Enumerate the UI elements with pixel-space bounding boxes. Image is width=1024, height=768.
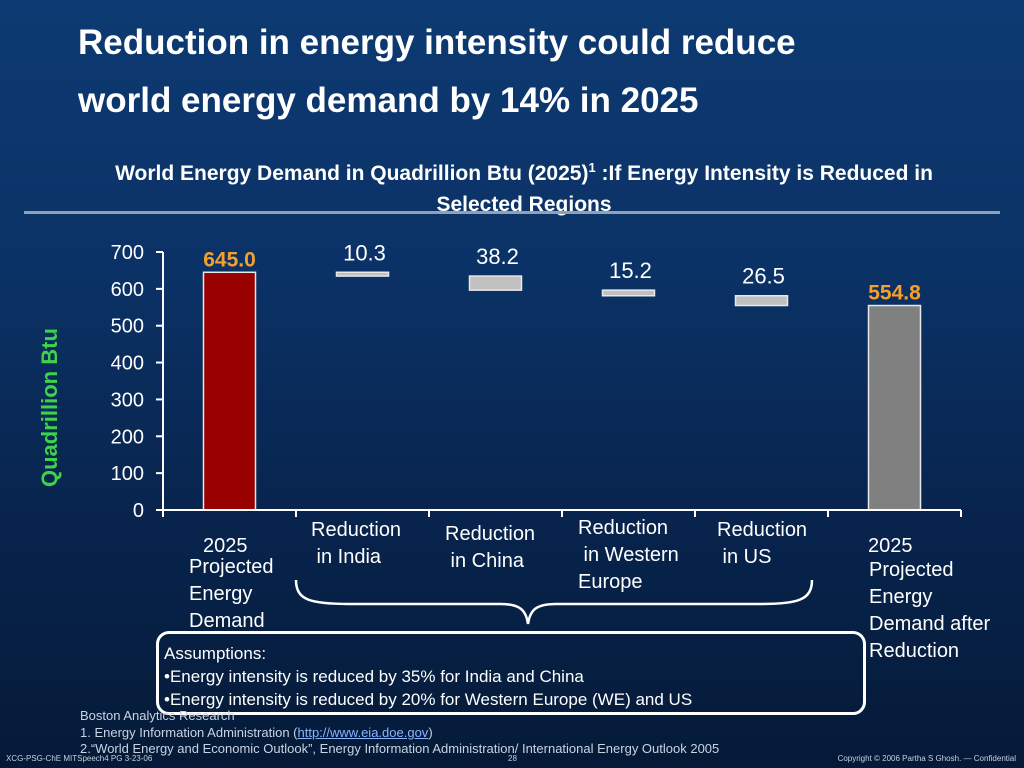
bar-value-label-4: 26.5 — [742, 264, 785, 289]
category-text-line: Reduction — [578, 517, 669, 539]
category-label-2025-demand: 2025 — [203, 533, 248, 560]
footer-page-number: 28 — [508, 754, 517, 763]
footer-copyright: Copyright © 2006 Partha S Ghosh. — Confi… — [837, 754, 1016, 763]
category-text-line: in Western — [578, 544, 679, 566]
bar-1 — [335, 271, 390, 277]
category-label-projected-demand: Projected Energy Demand — [189, 554, 274, 635]
bar-value-label-3: 15.2 — [609, 258, 652, 283]
category-text-line: Projected — [869, 559, 954, 581]
bar-2 — [468, 275, 523, 291]
bar-value-label-1: 10.3 — [343, 240, 386, 265]
subtitle-line-2: Selected Regions — [436, 193, 612, 216]
source-note-2: 2.“World Energy and Economic Outlook”, E… — [80, 741, 720, 756]
category-label-2025-after: 2025 — [868, 533, 913, 560]
bar-3 — [601, 289, 656, 297]
category-text-line: Europe — [578, 571, 643, 593]
category-label-after-reduction: Projected Energy Demand after Reduction — [869, 557, 990, 665]
page-title: Reduction in energy intensity could redu… — [78, 14, 978, 130]
category-text-line: in India — [311, 546, 382, 568]
source-note-1-text: 1. Energy Information Administration ( — [80, 725, 298, 740]
category-text-line: Energy — [869, 586, 933, 608]
y-tick-label: 300 — [111, 389, 144, 411]
y-tick-label: 700 — [111, 242, 144, 264]
subtitle-footnote-mark: 1 — [588, 160, 596, 175]
title-line-2: world energy demand by 14% in 2025 — [78, 81, 699, 120]
category-label-western-europe: Reduction in Western Europe — [578, 515, 679, 596]
category-text-line: in US — [717, 546, 772, 568]
source-note-1: 1. Energy Information Administration (ht… — [80, 725, 433, 740]
category-label-china: Reduction in China — [445, 521, 535, 575]
y-tick-label: 400 — [111, 353, 144, 375]
y-tick-label: 0 — [133, 500, 144, 522]
assumptions-heading: Assumptions: — [164, 644, 267, 663]
assumptions-box — [156, 631, 866, 715]
category-text-line: Demand — [189, 610, 265, 632]
category-year-label: 2025 — [868, 535, 913, 557]
assumption-india-china: •Energy intensity is reduced by 35% for … — [164, 667, 584, 686]
title-line-1: Reduction in energy intensity could redu… — [78, 23, 796, 62]
bar-4 — [734, 294, 789, 307]
category-text-line: Reduction — [311, 519, 402, 541]
reduction-group-brace — [294, 579, 814, 625]
category-label-us: Reduction in US — [717, 517, 807, 571]
subtitle-main: World Energy Demand in Quadrillion Btu (… — [115, 162, 589, 185]
subtitle-tail: :If Energy Intensity is Reduced in — [595, 162, 933, 185]
footer-doc-id: XCG-PSG-ChE MITSpeech4 PG 3-23-06 — [6, 754, 153, 763]
bar-0 — [202, 271, 257, 511]
y-tick-label: 600 — [111, 279, 144, 301]
y-tick-label: 100 — [111, 463, 144, 485]
category-label-india: Reduction in India — [311, 517, 401, 571]
bar-value-label-2: 38.2 — [476, 244, 519, 269]
divider-rule — [24, 211, 1000, 214]
source-org: Boston Analytics Research — [80, 708, 235, 723]
category-text-line: Demand after — [869, 613, 991, 635]
category-text-line: Reduction — [869, 640, 960, 662]
category-text-line: Reduction — [445, 523, 536, 545]
category-text-line: Energy — [189, 583, 253, 605]
bar-value-label-5: 554.8 — [868, 282, 921, 305]
bar-5 — [867, 304, 922, 511]
eia-link[interactable]: http://www.eia.doe.gov — [297, 725, 429, 740]
bar-value-label-0: 645.0 — [203, 248, 256, 271]
y-tick-label: 200 — [111, 426, 144, 448]
category-text-line: Projected — [189, 556, 274, 578]
y-tick-label: 500 — [111, 316, 144, 338]
assumption-we-us: •Energy intensity is reduced by 20% for … — [164, 690, 693, 709]
category-text-line: in China — [445, 550, 524, 572]
source-note-1-close: ) — [428, 725, 433, 740]
chart-subtitle: World Energy Demand in Quadrillion Btu (… — [0, 152, 1024, 220]
category-year-label: 2025 — [203, 535, 248, 557]
category-text-line: Reduction — [717, 519, 808, 541]
